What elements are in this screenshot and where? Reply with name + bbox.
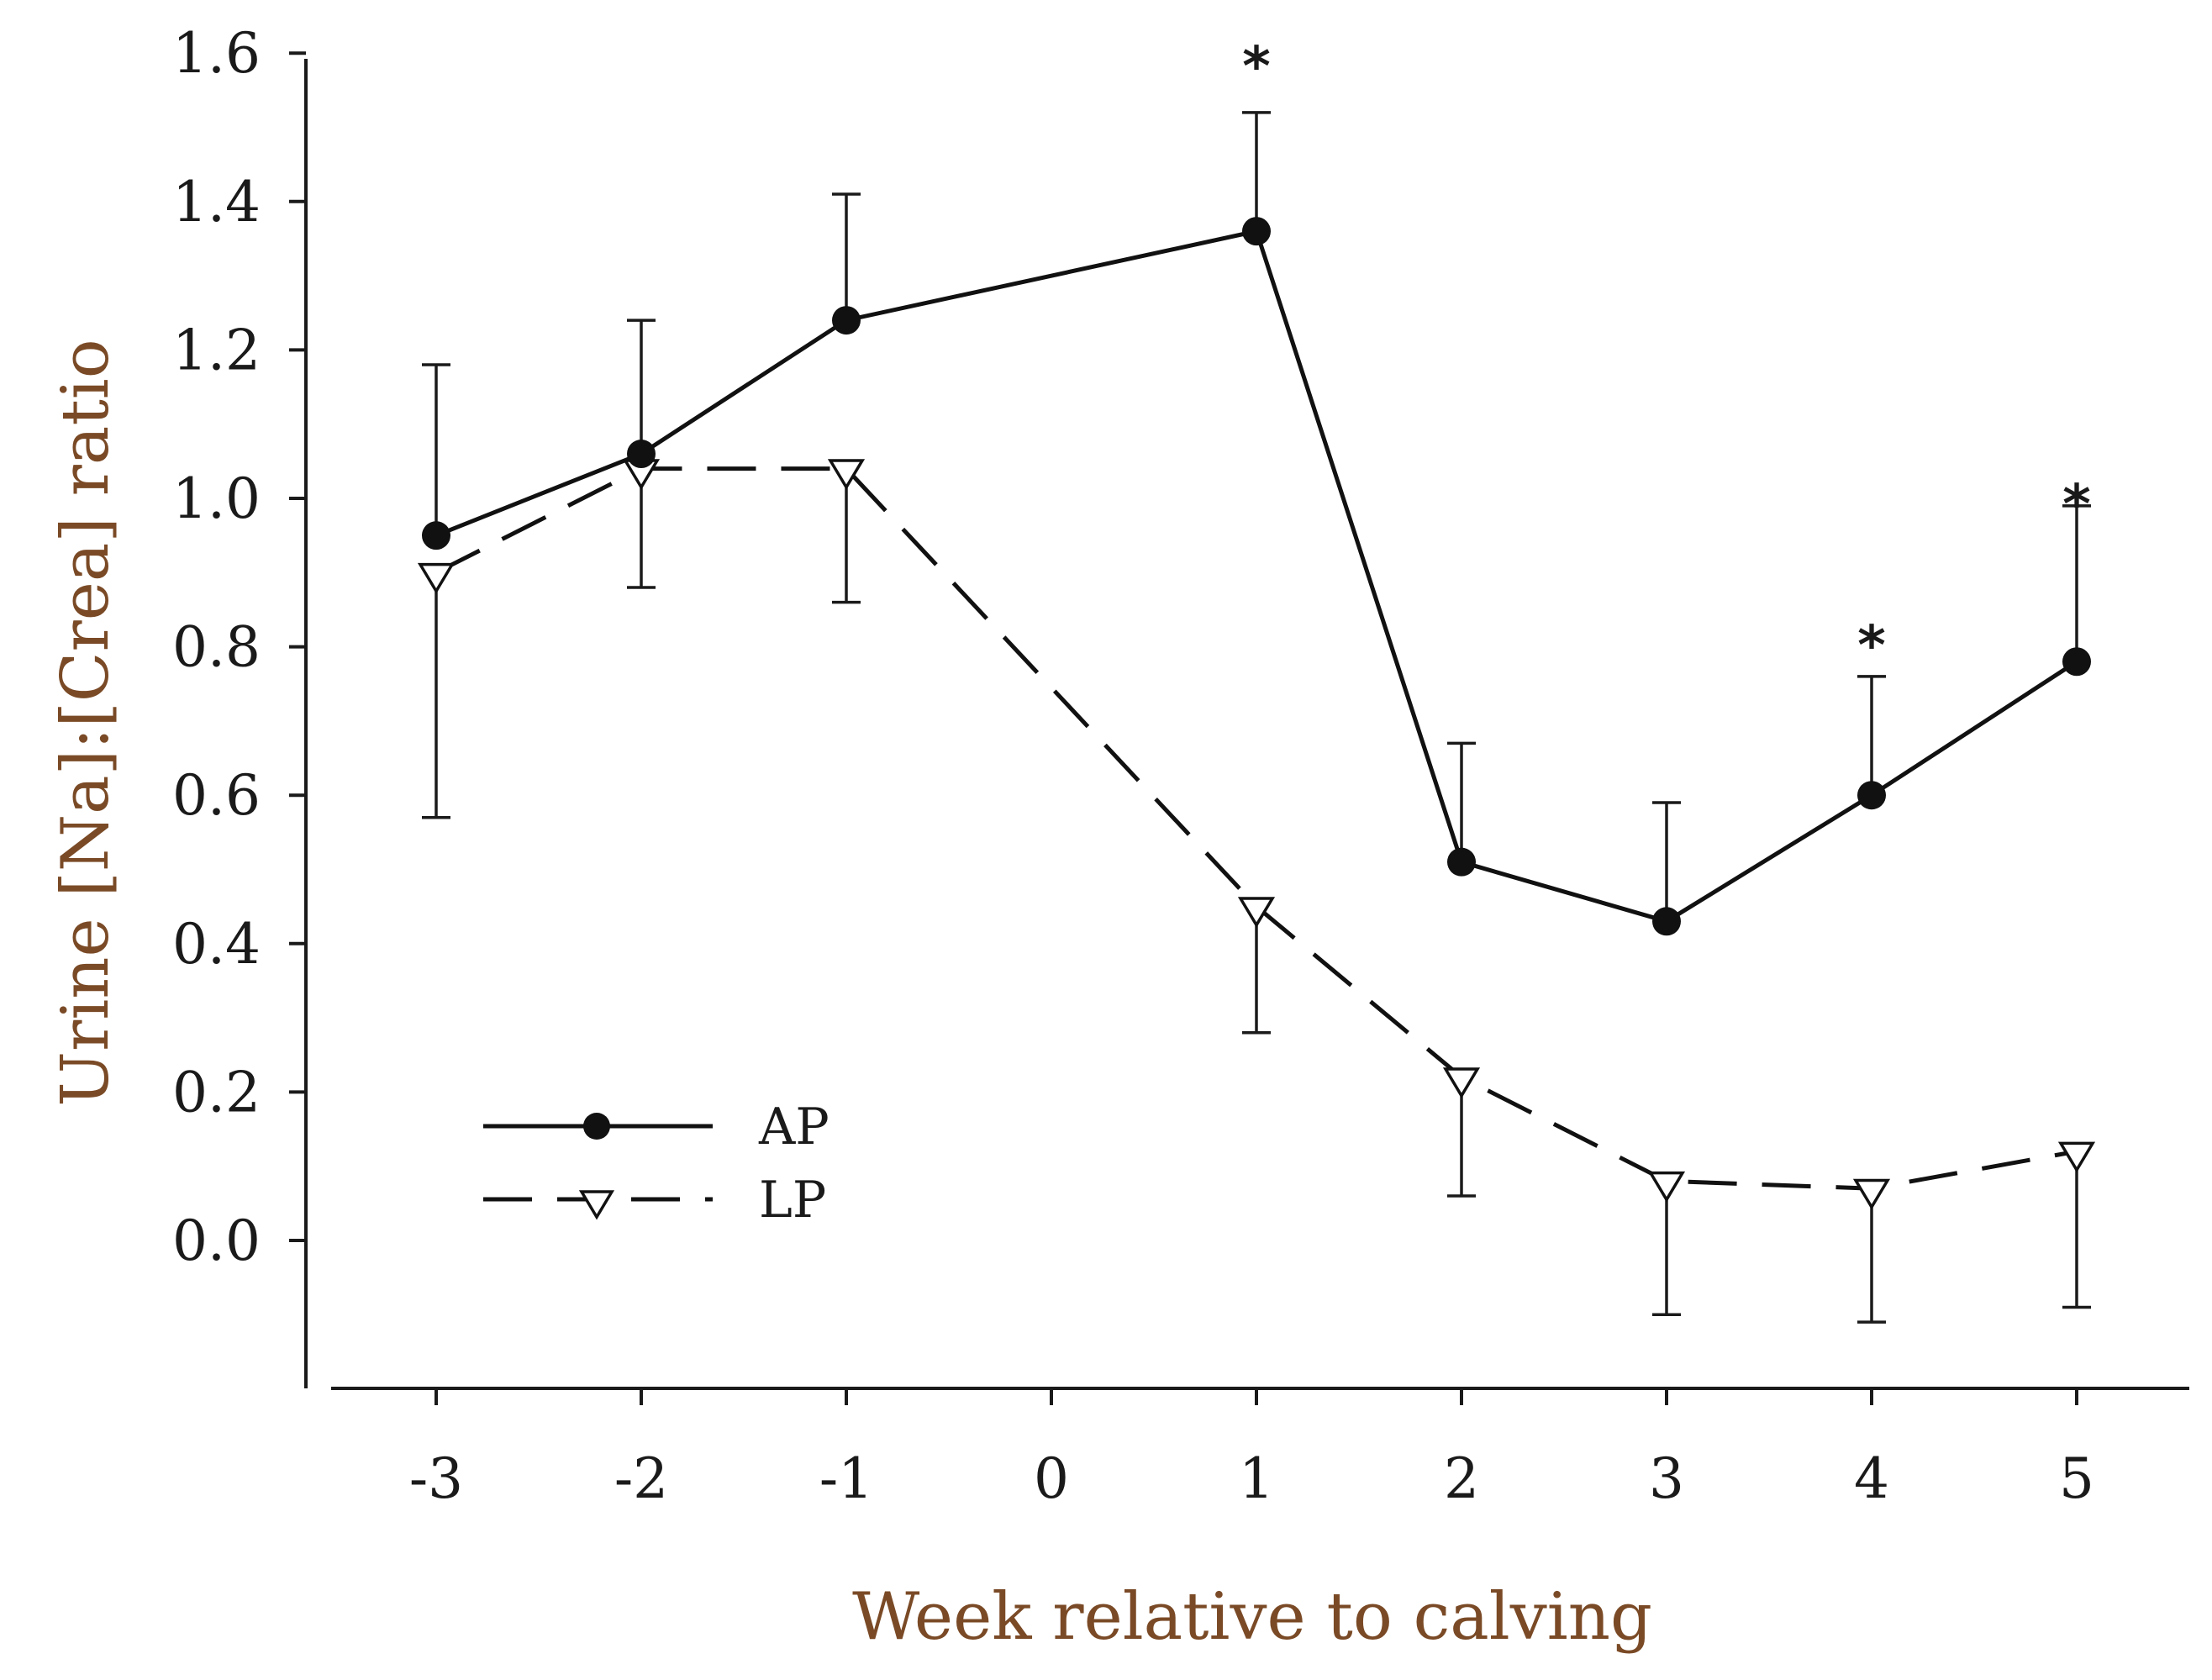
significance-asterisk: *	[1242, 36, 1270, 98]
legend-entry-ap: AP	[483, 1098, 830, 1156]
x-tick-label: 3	[1649, 1446, 1684, 1511]
ap-point	[627, 440, 656, 469]
ap-point	[422, 521, 450, 550]
y-tick-label: 0.0	[172, 1209, 261, 1273]
legend-ap-marker	[583, 1113, 610, 1140]
y-tick-label: 1.0	[172, 466, 261, 531]
lp-point	[827, 459, 866, 491]
ap-point	[1242, 217, 1271, 246]
significance-asterisk: *	[2062, 474, 2090, 536]
lp-point	[1237, 897, 1276, 929]
significance-asterisk: *	[1857, 615, 1885, 677]
lp-point	[417, 562, 456, 594]
x-tick-label: -1	[819, 1446, 873, 1511]
x-axis-ticks: -3 -2 -1 0 1 2 3 4 5	[409, 1388, 2094, 1511]
lp-point	[1852, 1178, 1891, 1210]
ap-series-line	[435, 229, 2078, 924]
ap-point	[832, 306, 861, 335]
legend-lp-marker	[578, 1190, 615, 1220]
legend-entry-lp: LP	[483, 1171, 826, 1230]
legend: AP LP	[483, 1098, 830, 1230]
x-tick-label: 1	[1239, 1446, 1274, 1511]
y-tick-label: 0.6	[172, 763, 261, 828]
legend-ap-label: AP	[758, 1098, 830, 1156]
annotations: * * *	[1242, 36, 2090, 677]
series-layer	[417, 111, 2096, 1324]
y-tick-label: 1.4	[172, 170, 261, 234]
x-tick-label: -3	[409, 1446, 463, 1511]
ap-point	[1652, 907, 1681, 936]
ap-point	[1447, 847, 1476, 877]
legend-lp-label: LP	[759, 1171, 826, 1230]
y-tick-label: 0.2	[172, 1060, 261, 1124]
y-tick-label: 1.6	[172, 21, 261, 86]
ap-point	[2062, 647, 2091, 677]
lp-point	[2057, 1141, 2096, 1173]
ap-point	[1857, 781, 1886, 810]
x-tick-label: 0	[1034, 1446, 1069, 1511]
y-tick-label: 0.8	[172, 615, 261, 680]
x-tick-label: 2	[1444, 1446, 1479, 1511]
y-tick-label: 1.2	[172, 318, 261, 382]
lp-series-line	[434, 466, 2078, 1191]
y-axis-ticks: 0.0 0.2 0.4 0.6 0.8 1.0 1.2 1.4 1.6	[172, 21, 306, 1273]
y-axis-title: Urine [Na]:[Crea] ratio	[48, 339, 124, 1106]
x-axis-title: Week relative to calving	[852, 1579, 1652, 1655]
lp-point	[1647, 1171, 1686, 1203]
y-tick-label: 0.4	[172, 912, 261, 977]
lp-point	[1442, 1067, 1481, 1099]
x-tick-label: -2	[614, 1446, 668, 1511]
x-tick-label: 5	[2059, 1446, 2094, 1511]
x-tick-label: 4	[1854, 1446, 1889, 1511]
